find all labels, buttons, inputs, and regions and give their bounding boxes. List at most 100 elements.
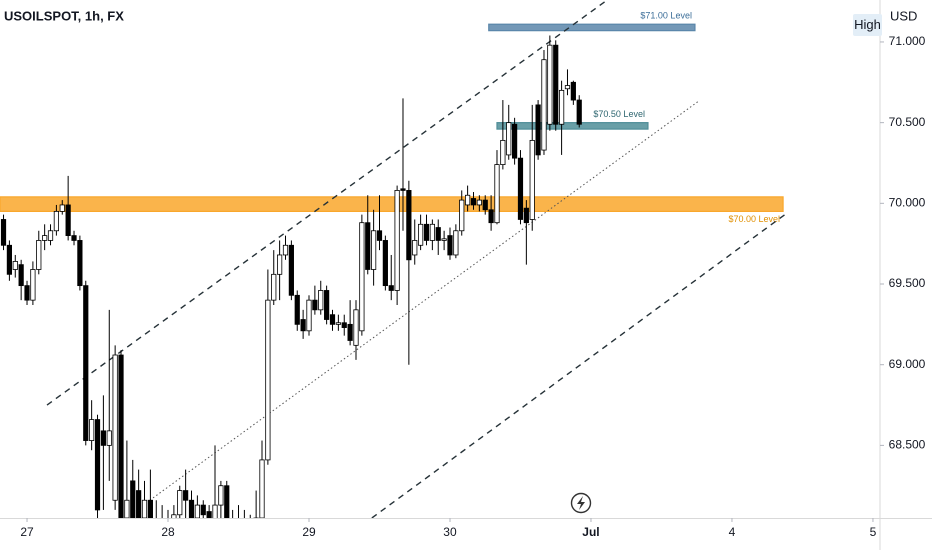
- candle-body: [136, 490, 142, 518]
- candle-body: [394, 190, 400, 291]
- trendline: [46, 1, 606, 406]
- candle-body: [188, 499, 195, 518]
- candle-body: [53, 210, 59, 232]
- trendline: [149, 101, 699, 501]
- level-label: $70.00 Level: [729, 214, 781, 224]
- candle-body: [218, 485, 224, 506]
- plot-area: $71.00 Level $70.50 Level $70.00 Level: [0, 1, 786, 518]
- candle-body: [259, 459, 265, 518]
- candle-body: [512, 123, 518, 159]
- candle-body: [124, 499, 130, 518]
- currency[interactable]: USD: [890, 8, 917, 23]
- candle-body: [465, 194, 471, 206]
- candle-body: [529, 139, 535, 220]
- candle-body: [277, 254, 283, 275]
- candle-body: [89, 419, 95, 441]
- x-tick-label: 4: [729, 525, 736, 539]
- candle-body: [459, 199, 465, 232]
- candle-body: [341, 322, 347, 328]
- candle-body: [400, 188, 406, 191]
- candle-body: [376, 230, 383, 241]
- candle-body: [77, 240, 83, 287]
- candle-body: [523, 207, 529, 224]
- candle-body: [212, 504, 218, 518]
- candle-body: [288, 244, 294, 296]
- x-tick-label: 30: [443, 525, 457, 539]
- candle-body: [371, 230, 377, 270]
- candle-body: [300, 319, 306, 332]
- chart-title: USOILSPOT, 1h, FX: [4, 8, 124, 23]
- x-tick-label: 29: [302, 525, 316, 539]
- candle-body: [224, 485, 230, 518]
- candle-body: [329, 314, 336, 325]
- candle-body: [271, 273, 277, 301]
- candle-body: [36, 240, 42, 270]
- candle-body: [141, 499, 148, 518]
- candle-body: [100, 430, 106, 446]
- candle-body: [535, 104, 541, 156]
- candle-body: [265, 299, 271, 461]
- candle-body: [324, 290, 330, 320]
- badge-bg[interactable]: [853, 14, 882, 36]
- y-tick-label: 69.000: [889, 357, 926, 371]
- candle-body: [482, 199, 488, 211]
- candle-body: [559, 89, 565, 125]
- level-label: $70.50 Level: [593, 109, 645, 119]
- candle-body: [494, 164, 500, 224]
- candle-body: [347, 323, 353, 341]
- x-tick-label: Jul: [582, 525, 599, 539]
- candle-body: [418, 223, 424, 246]
- candle-body: [470, 198, 477, 206]
- candle-body: [365, 222, 371, 270]
- level-zone: [0, 196, 784, 212]
- candle-body: [30, 269, 36, 301]
- candle-body: [42, 235, 48, 241]
- candle-body: [412, 240, 418, 256]
- level-zone: [488, 23, 696, 32]
- candle-body: [294, 294, 300, 325]
- candle-body: [65, 204, 71, 237]
- candle-body: [517, 157, 524, 220]
- level-label: $71.00 Level: [640, 11, 692, 21]
- candle-body: [564, 85, 571, 90]
- candle-body: [130, 480, 136, 518]
- candle-body: [576, 99, 582, 125]
- y-tick-label: 71.000: [889, 34, 926, 48]
- axes: 68.500 69.000 69.500 70.000 70.500 71.000 27 28…: [20, 34, 925, 539]
- badge[interactable]: High: [854, 17, 881, 32]
- candle-body: [312, 299, 318, 311]
- x-tick-label: 5: [870, 525, 877, 539]
- candle-body: [353, 309, 359, 346]
- candle-body: [359, 222, 365, 332]
- candle-body: [18, 264, 24, 287]
- y-tick-label: 70.500: [889, 115, 926, 129]
- candle-body: [476, 199, 482, 206]
- candle-body: [429, 223, 435, 241]
- candle-body: [553, 44, 559, 125]
- candle-body: [441, 238, 447, 241]
- y-tick-label: 68.500: [889, 438, 926, 452]
- candle-body: [388, 285, 394, 291]
- candle-body: [112, 354, 118, 501]
- candle-body: [171, 514, 177, 518]
- candle-body: [570, 81, 576, 101]
- candle-body: [147, 499, 153, 518]
- candle-body: [335, 322, 341, 325]
- candle-body: [547, 44, 553, 125]
- candle-body: [200, 504, 206, 516]
- candle-body: [83, 285, 89, 441]
- candle-body: [0, 219, 7, 246]
- candle-body: [6, 244, 12, 275]
- candle-body: [447, 235, 453, 256]
- candle-body: [177, 490, 183, 516]
- y-tick-label: 69.500: [889, 276, 926, 290]
- lightning-icon[interactable]: [570, 492, 592, 514]
- candle-body: [488, 209, 494, 224]
- x-tick-label: 28: [161, 525, 175, 539]
- candle-body: [382, 240, 388, 287]
- y-tick-label: 70.000: [889, 195, 926, 209]
- candle-body: [118, 354, 124, 518]
